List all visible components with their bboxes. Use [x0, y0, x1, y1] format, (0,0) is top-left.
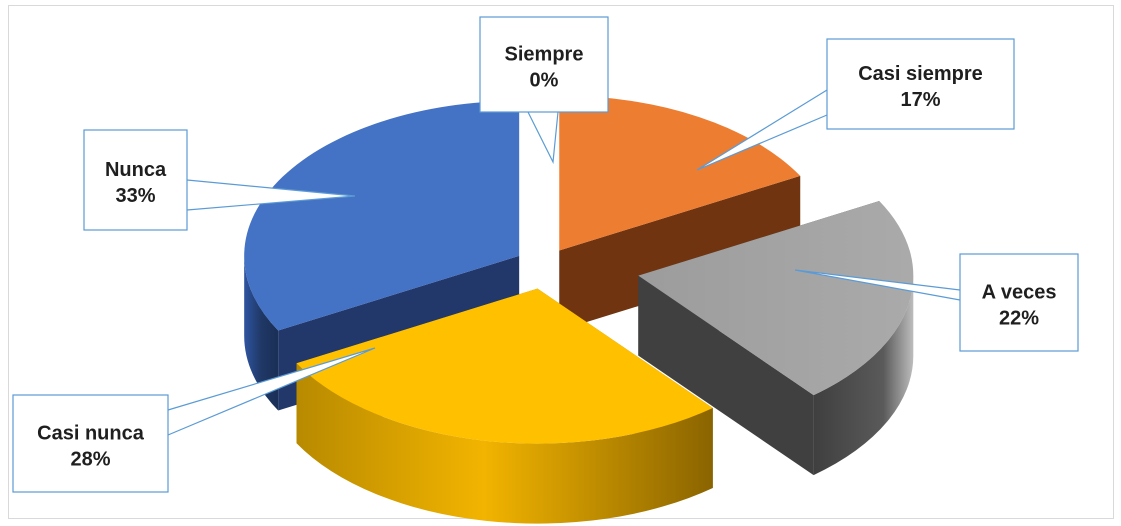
pie-slice-casi-siempre [559, 95, 801, 331]
label-box [12, 394, 169, 493]
label-box [826, 38, 1015, 130]
slice-top [296, 288, 713, 444]
slice-rim [813, 275, 914, 476]
label-percent: 0% [530, 70, 559, 92]
leader-line [167, 347, 376, 436]
label-category: Casi nunca [37, 423, 145, 445]
leader-line [527, 111, 559, 165]
data-label-nunca: Nunca 33% [83, 129, 356, 231]
label-percent: 17% [900, 89, 940, 111]
leader-line [696, 89, 828, 171]
label-category: Casi siempre [858, 63, 983, 85]
label-box [959, 253, 1079, 352]
data-label-a-veces: A veces 22% [794, 253, 1079, 352]
label-percent: 28% [70, 449, 110, 471]
slice-wall-end [638, 275, 814, 476]
slice-wall-end [559, 175, 801, 331]
slice-top [244, 100, 520, 331]
data-label-casi-siempre: Casi siempre 17% [696, 38, 1015, 171]
data-label-casi-nunca: Casi nunca 28% [12, 347, 376, 493]
slice-rim [244, 255, 279, 411]
data-label-siempre: Siempre 0% [479, 16, 609, 165]
slice-top [638, 201, 914, 396]
label-category: Nunca [105, 159, 167, 181]
slice-top [559, 95, 801, 251]
leader-line [186, 179, 356, 211]
pie-slice-casi-nunca [296, 288, 713, 524]
label-category: Siempre [505, 44, 584, 66]
label-percent: 33% [115, 185, 155, 207]
label-box [479, 16, 609, 113]
label-category: A veces [982, 282, 1057, 304]
label-box [83, 129, 188, 231]
pie-slice-a-veces [638, 201, 914, 476]
slice-rim [296, 363, 713, 524]
leader-line [794, 269, 961, 301]
label-percent: 22% [999, 308, 1039, 330]
